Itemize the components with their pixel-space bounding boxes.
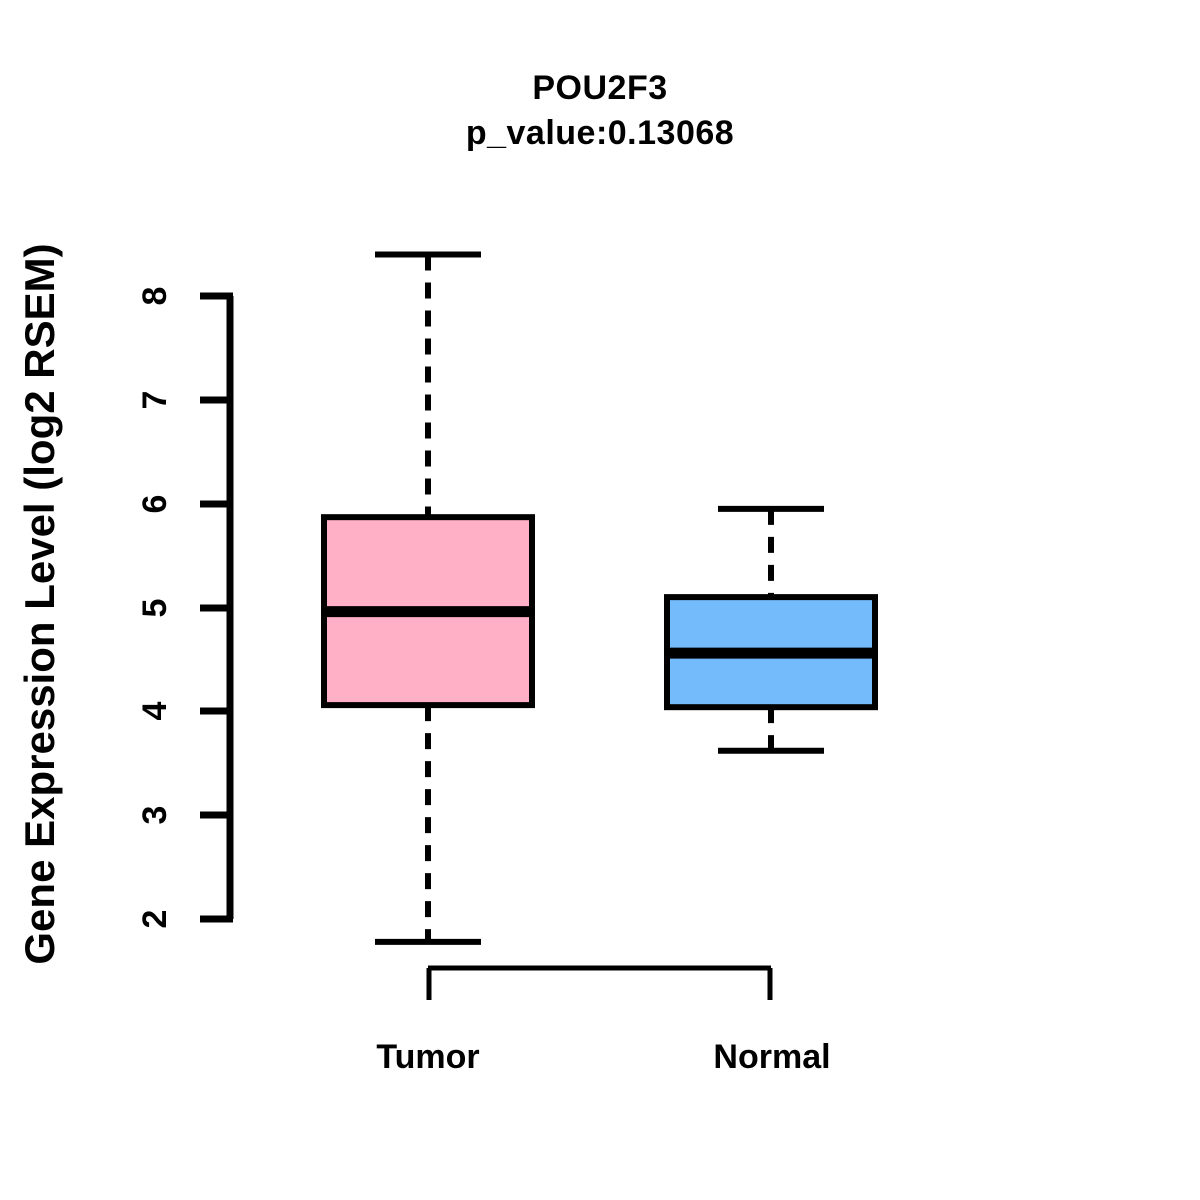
x-axis-bracket — [426, 965, 773, 1000]
x-tick-label-normal: Normal — [713, 1038, 831, 1076]
x-tick-label-tumor: Tumor — [376, 1038, 480, 1076]
box-tumor[interactable] — [321, 251, 535, 945]
box-normal[interactable] — [664, 505, 878, 754]
y-axis — [200, 292, 234, 923]
